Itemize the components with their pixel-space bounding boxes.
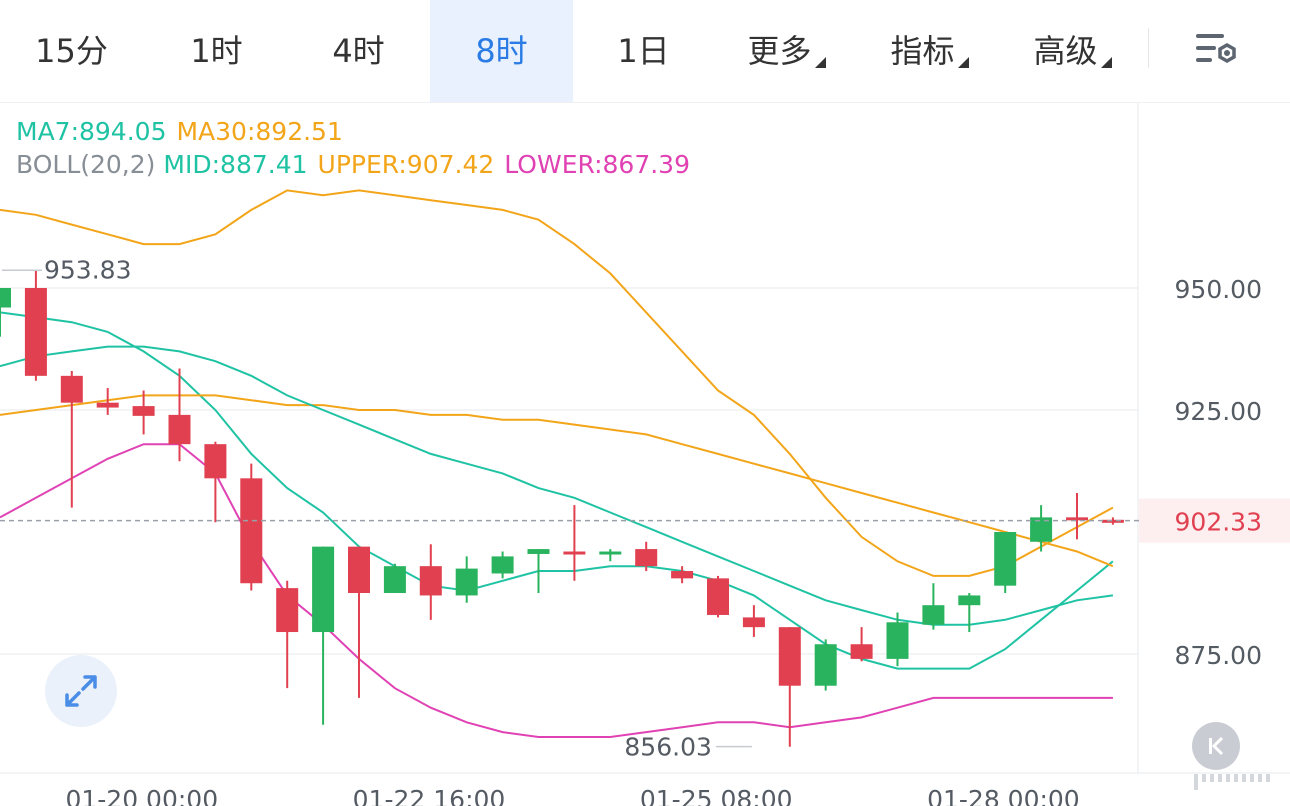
candle-body [96, 402, 119, 408]
scroll-tick [1218, 774, 1222, 782]
x-tick-label: 01-22 16:00 [353, 785, 506, 806]
candle-body [312, 546, 335, 633]
candle-body [240, 478, 263, 584]
boll-params-legend: BOLL(20,2) [16, 150, 156, 179]
ma-legend: MA7:894.05 MA30:892.51 [16, 117, 353, 146]
chart-settings-icon[interactable] [1194, 30, 1240, 72]
tab-label: 更多 [747, 32, 812, 70]
tab-label: 1时 [190, 32, 243, 70]
candle-body [958, 595, 981, 606]
tab-3[interactable]: 4时 [287, 0, 430, 102]
candle-body [419, 566, 442, 596]
series-line-lower [0, 443, 1113, 738]
scroll-tick [1250, 774, 1254, 782]
skip-to-end-icon [1209, 736, 1224, 756]
x-tick-label: 01-28 00:00 [927, 785, 1080, 806]
tab-4[interactable]: 8时 [430, 0, 573, 102]
chart-scroll-indicator[interactable] [1194, 774, 1280, 790]
candle-body [778, 627, 801, 686]
last-price-label: 902.33 [1175, 508, 1262, 537]
candlestick-chart[interactable]: 950.00 925.00 875.00 953.83 856.03 902.33 01-2… [0, 102, 1290, 806]
candle-body [814, 644, 837, 686]
boll-upper-legend: UPPER:907.42 [317, 150, 495, 179]
candle-body [922, 605, 945, 625]
candle-body [1030, 517, 1053, 542]
tab-label: 1日 [617, 32, 670, 70]
scroll-tick [1194, 774, 1198, 782]
candle-body [24, 288, 47, 376]
tab-label: 4时 [332, 32, 385, 70]
tab-label: 15分 [35, 32, 108, 70]
candle-body [204, 444, 227, 479]
y-tick-label: 950.00 [1175, 275, 1262, 304]
tab-7[interactable]: 指标 [858, 0, 1001, 102]
series-line-upper [0, 189, 1114, 577]
candle-body [527, 549, 550, 554]
series-line-ma30 [0, 394, 1114, 568]
last-price-tag [1139, 498, 1290, 543]
y-tick-label: 925.00 [1175, 397, 1262, 426]
candle-body [491, 556, 514, 574]
series-line-ma7 [0, 311, 1114, 670]
candle-body [132, 406, 155, 416]
boll-legend: BOLL(20,2) MID:887.41 UPPER:907.42 LOWER:86… [16, 150, 700, 179]
scroll-to-latest-button[interactable] [1192, 722, 1240, 770]
candle-body [994, 532, 1017, 586]
tab-label: 指标 [890, 32, 955, 70]
y-tick-label: 875.00 [1175, 641, 1262, 670]
fullscreen-button[interactable] [45, 655, 117, 727]
boll-lower-legend: LOWER:867.39 [504, 150, 690, 179]
dropdown-caret-icon [1100, 57, 1112, 68]
candle-body [383, 566, 406, 593]
ma30-legend: MA30:892.51 [176, 117, 343, 146]
scroll-tick [1234, 774, 1238, 782]
scroll-tick [1202, 774, 1206, 782]
ma7-legend: MA7:894.05 [16, 117, 167, 146]
tab-6[interactable]: 更多 [715, 0, 858, 102]
dropdown-caret-icon [814, 57, 826, 68]
tab-5[interactable]: 1日 [572, 0, 715, 102]
candle-body [563, 551, 586, 555]
candle-body [635, 549, 658, 567]
candle-body [60, 375, 83, 403]
candle-body [850, 644, 873, 659]
scroll-tick [1210, 774, 1214, 782]
candle-body [348, 546, 370, 593]
candle-body [599, 551, 622, 555]
x-tick-label: 01-20 00:00 [65, 785, 218, 806]
tab-2[interactable]: 1时 [145, 0, 288, 102]
scroll-tick [1226, 774, 1230, 782]
candle-body [707, 578, 729, 615]
tab-label: 8时 [475, 32, 528, 70]
min-price-label: 856.03 [624, 733, 711, 762]
tab-8[interactable]: 高级 [1001, 0, 1144, 102]
scroll-tick [1258, 774, 1262, 782]
candle-body [168, 414, 191, 445]
candle-body [455, 568, 478, 596]
tab-label: 高级 [1033, 32, 1098, 70]
candle-body [886, 622, 909, 659]
candle-body [671, 571, 694, 579]
tab-divider [1148, 28, 1149, 68]
x-tick-label: 01-25 08:00 [640, 785, 793, 806]
candle-body [276, 588, 299, 633]
candle-body [0, 288, 11, 308]
candle-body [1066, 517, 1088, 521]
candle-body [1101, 519, 1124, 523]
boll-mid-legend: MID:887.41 [163, 150, 308, 179]
max-price-label: 953.83 [44, 255, 131, 284]
candle-body [742, 617, 765, 628]
expand-arrows-icon [65, 675, 97, 707]
interval-tab-bar: 15分 1时 4时 8时 1日 更多 指标 高级 [0, 0, 1290, 103]
dropdown-caret-icon [957, 57, 969, 68]
tab-1[interactable]: 15分 [0, 0, 143, 102]
scroll-tick [1266, 774, 1270, 782]
series-line-mid [0, 345, 1114, 626]
scroll-tick [1242, 774, 1246, 782]
scroll-tick [1194, 782, 1198, 790]
